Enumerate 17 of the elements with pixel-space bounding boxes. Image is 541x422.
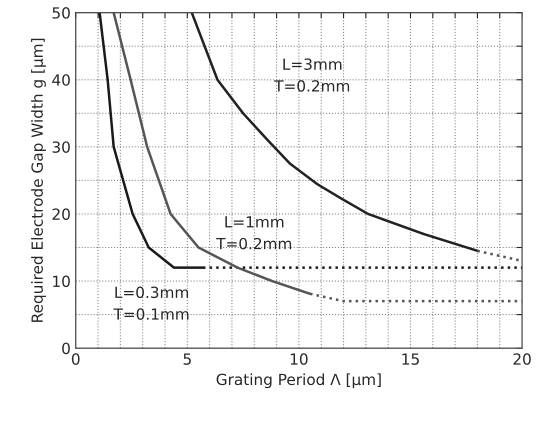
y-axis-title: Required Electrode Gap Width g [μm] bbox=[31, 38, 46, 322]
x-tick-label: 10 bbox=[290, 353, 308, 365]
y-tick-label: 0 bbox=[62, 342, 70, 354]
annotation: L=0.3mm T=0.1mm bbox=[113, 286, 188, 320]
annotation: L=1mm T=0.2mm bbox=[216, 216, 292, 250]
y-tick-label: 10 bbox=[53, 276, 70, 288]
y-tick-label: 30 bbox=[52, 141, 70, 153]
x-tick-label: 20 bbox=[513, 353, 531, 365]
x-tick-label: 15 bbox=[402, 353, 419, 365]
y-tick-label: 50 bbox=[52, 7, 70, 19]
x-tick-label: 0 bbox=[72, 353, 80, 365]
y-tick-label: 40 bbox=[52, 74, 70, 86]
x-axis-title: Grating Period Λ [μm] bbox=[216, 373, 381, 388]
line-series bbox=[190, 12, 479, 252]
annotation: L=3mm T=0.2mm bbox=[274, 58, 350, 92]
y-tick-label: 20 bbox=[52, 208, 70, 220]
x-tick-label: 5 bbox=[184, 353, 191, 365]
